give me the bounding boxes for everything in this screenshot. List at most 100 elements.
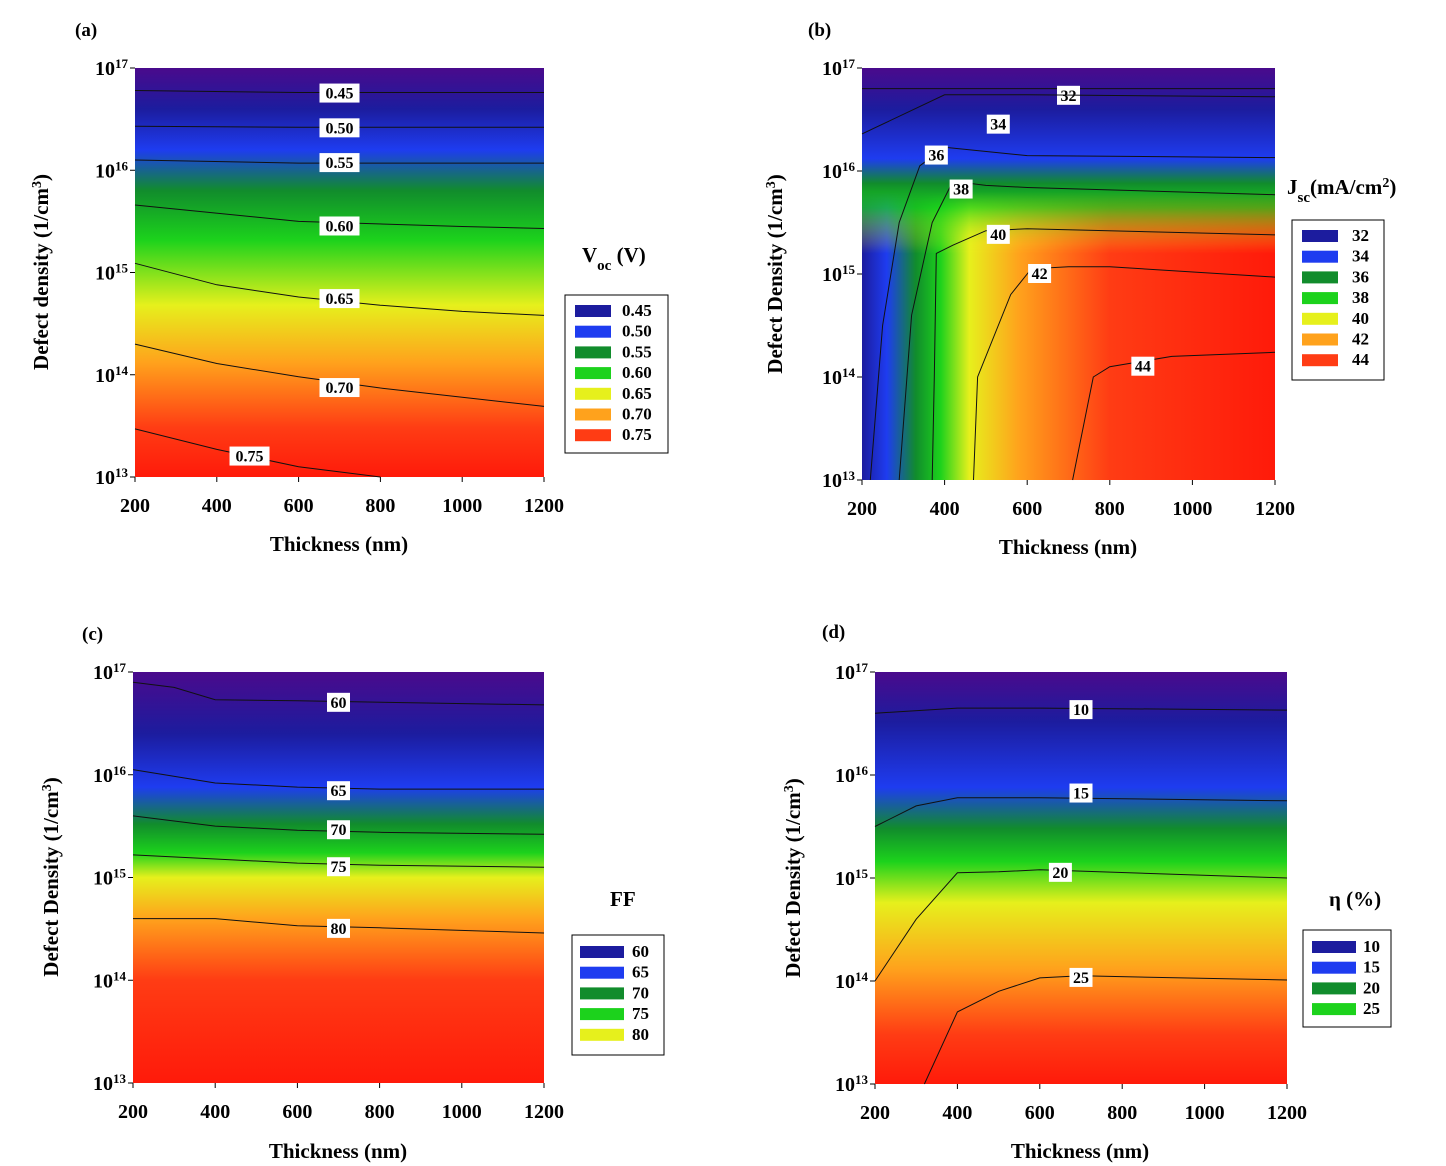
panel-c-contour-line-1 <box>132 769 544 790</box>
panel-a-contour-label-bg-2 <box>319 153 360 173</box>
panel-c-legend-swatch-1 <box>580 966 624 979</box>
panel-d-label: (d) <box>822 622 845 643</box>
panel-d-contour-label-2: 20 <box>1052 865 1068 882</box>
panel-a-x-tick-1: 400 <box>202 495 232 517</box>
panel-c-contour-label-bg-2 <box>327 820 350 840</box>
panel-a: (a) 0.450.500.550.600.650.700.75 200 400 6… <box>29 20 669 556</box>
panel-b-legend-label-5: 42 <box>1352 330 1369 349</box>
panel-b-contour-label-6: 44 <box>1135 359 1151 376</box>
panel-b-contour-line-2 <box>869 146 1276 481</box>
panel-d-x-tick-0: 200 <box>860 1102 890 1124</box>
panel-b-contour-label-bg-6 <box>1131 356 1155 376</box>
panel-c-y-ticks: 1013 1014 1015 1016 1017 <box>93 660 133 1095</box>
panel-c-legend-label-1: 65 <box>632 963 649 982</box>
panel-d-x-tick-2: 600 <box>1025 1102 1055 1124</box>
panel-c-contour-label-bg-1 <box>327 781 350 801</box>
panel-a-legend-swatch-5 <box>575 408 611 421</box>
panel-a-contour-label-3: 0.60 <box>326 218 354 235</box>
panel-c-y-tick-1: 1014 <box>93 968 127 993</box>
panel-b-x-tick-5: 1200 <box>1255 498 1295 520</box>
panel-d-y-tick-0: 1013 <box>835 1072 869 1097</box>
panel-b-legend-swatch-2 <box>1302 271 1338 284</box>
panel-a-y-axis-label: Defect density (1/cm3) <box>29 174 53 370</box>
panel-a-legend-label-5: 0.70 <box>622 405 652 424</box>
panel-a-contour-label-6: 0.75 <box>236 449 264 466</box>
panel-a-contour-label-bg-3 <box>319 216 360 236</box>
panel-c-x-tick-0: 200 <box>118 1101 148 1123</box>
panel-b-contour-label-bg-3 <box>949 179 973 199</box>
panel-b-legend-title: Jsc(mA/cm2) <box>1287 175 1396 206</box>
panel-d-legend-label-3: 25 <box>1363 999 1380 1018</box>
panel-b-x-tick-3: 800 <box>1095 498 1125 520</box>
panel-a-legend-swatch-4 <box>575 387 611 400</box>
panel-d-x-tick-1: 400 <box>942 1102 972 1124</box>
panel-c-y-tick-4: 1017 <box>93 660 127 685</box>
panel-b-contour-label-0: 32 <box>1061 88 1077 105</box>
panel-a-legend-title: Voc (V) <box>582 243 646 274</box>
panel-d-x-tick-4: 1000 <box>1185 1102 1225 1124</box>
panel-c-legend-title: FF <box>610 887 636 911</box>
panel-b-x-tick-4: 1000 <box>1172 498 1212 520</box>
panel-d-contour-label-bg-0 <box>1069 700 1093 720</box>
panel-b-contour-label-bg-5 <box>1028 264 1052 283</box>
panel-d-legend-swatch-1 <box>1312 961 1356 974</box>
panel-d-legend-label-0: 10 <box>1363 937 1380 956</box>
panel-b-y-tick-3: 1016 <box>822 159 856 184</box>
panel-a-contour-label-4: 0.65 <box>326 291 354 308</box>
panel-d-contour-label-3: 25 <box>1073 970 1089 987</box>
panel-b-contour-label-bg-2 <box>924 145 948 165</box>
panel-a-x-axis-label: Thickness (nm) <box>270 532 408 556</box>
panel-a-contours: 0.45 0.50 0.55 0.60 0.65 0.70 0.75 <box>134 83 545 478</box>
panel-b-x-tick-2: 600 <box>1012 498 1042 520</box>
panel-d-y-axis-label: Defect Density (1/cm3) <box>781 778 805 977</box>
panel-b-y-tick-0: 1013 <box>822 468 856 493</box>
panel-a-contour-label-bg-4 <box>319 289 360 309</box>
panel-a-y-tick-0: 1013 <box>95 465 129 490</box>
panel-d-legend-title: η (%) <box>1329 887 1381 911</box>
panel-a-legend-label-2: 0.55 <box>622 342 652 361</box>
panel-a-y-ticks: 1013 1014 1015 1016 1017 <box>95 56 135 490</box>
panel-a-legend-label-0: 0.45 <box>622 301 652 320</box>
panel-a-legend: 0.45 0.500.55 0.60 0.65 0.700.75 <box>564 294 669 454</box>
panel-b-legend-swatch-1 <box>1302 250 1338 263</box>
panel-d-legend-swatch-3 <box>1312 1003 1356 1016</box>
panel-c-contour-label-bg-3 <box>327 857 350 877</box>
panel-c-y-axis-label: Defect Density (1/cm3) <box>39 777 63 976</box>
panel-d-y-tick-1: 1014 <box>835 969 869 994</box>
panel-c-contour-label-0: 60 <box>331 695 347 712</box>
panel-b-x-tick-1: 400 <box>930 498 960 520</box>
panel-c-contour-label-4: 80 <box>331 921 347 938</box>
panel-b-contour-line-6 <box>1072 351 1276 481</box>
panel-a-legend-swatch-0 <box>575 305 611 317</box>
panel-a-legend-swatch-6 <box>575 429 611 442</box>
panel-a-contour-line-3 <box>134 204 545 229</box>
panel-b-legend-swatch-5 <box>1302 333 1338 346</box>
panel-b-legend-label-4: 40 <box>1352 309 1369 328</box>
panel-a-legend-swatch-3 <box>575 367 611 380</box>
panel-b-x-tick-0: 200 <box>847 498 877 520</box>
panel-d-x-tick-3: 800 <box>1107 1102 1137 1124</box>
panel-b-contour-line-4 <box>931 228 1276 481</box>
panel-b-legend-swatch-4 <box>1302 312 1338 325</box>
panel-a-contour-line-2 <box>134 159 544 164</box>
panel-c-contour-label-bg-4 <box>327 918 350 938</box>
panel-a-contour-label-bg-6 <box>229 446 270 466</box>
panel-d-plot-area <box>875 672 1287 1084</box>
panel-c-legend-label-2: 70 <box>632 983 649 1002</box>
panel-b-legend-label-0: 32 <box>1352 226 1369 245</box>
panel-a-legend-label-4: 0.65 <box>622 384 652 403</box>
panel-d-contour-label-bg-2 <box>1048 862 1072 882</box>
panel-c-contour-label-1: 65 <box>331 783 347 800</box>
panel-d-y-tick-4: 1017 <box>835 660 869 685</box>
panel-d-y-tick-3: 1016 <box>835 763 869 788</box>
panel-d-x-tick-5: 1200 <box>1267 1102 1307 1124</box>
panel-c-contour-line-2 <box>132 815 545 835</box>
panel-a-label: (a) <box>75 20 97 41</box>
panel-d-contour-label-bg-1 <box>1069 783 1093 803</box>
panel-c-legend-swatch-3 <box>580 1008 624 1021</box>
panel-b-plot-overlay <box>862 68 1275 480</box>
